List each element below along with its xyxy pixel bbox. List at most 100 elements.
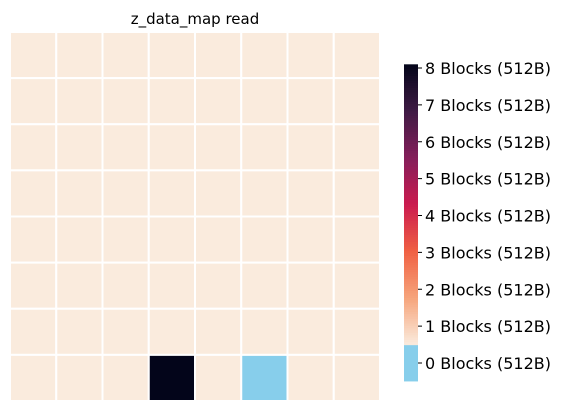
- colorbar-gradient-strip: [404, 318, 418, 322]
- colorbar-gradient-strip: [404, 311, 418, 315]
- heatmap-cell: [240, 169, 289, 218]
- colorbar-gradient-strip: [404, 106, 418, 110]
- colorbar-gradient-strip: [404, 304, 418, 308]
- heatmap-cell: [9, 261, 58, 310]
- colorbar-gradient-strip: [404, 75, 418, 79]
- heatmap-cell: [147, 169, 196, 218]
- heatmap-cell: [147, 215, 196, 264]
- heatmap-cell: [101, 123, 150, 172]
- colorbar-gradient-strip: [404, 80, 418, 84]
- colorbar-tick-label: 2 Blocks (512B): [425, 280, 551, 299]
- colorbar-gradient-strip: [404, 281, 418, 285]
- colorbar-gradient-strip: [404, 174, 418, 178]
- colorbar-gradient-strip: [404, 71, 418, 75]
- colorbar-gradient-strip: [404, 325, 418, 329]
- heatmap-cell: [332, 307, 381, 356]
- heatmap-cell: [55, 77, 104, 126]
- heatmap-cell: [332, 123, 381, 172]
- colorbar-gradient-strip: [404, 251, 418, 255]
- colorbar-tick-label: 0 Blocks (512B): [425, 354, 551, 373]
- colorbar-gradient-strip: [404, 183, 418, 187]
- colorbar-gradient-strip: [404, 330, 418, 334]
- heatmap-cell: [101, 215, 150, 264]
- heatmap-cell: [55, 261, 104, 310]
- colorbar-gradient-strip: [404, 188, 418, 192]
- colorbar-gradient-strip: [404, 323, 418, 327]
- colorbar-gradient-strip: [404, 274, 418, 278]
- colorbar-gradient-strip: [404, 104, 418, 107]
- colorbar-gradient-strip: [404, 68, 418, 72]
- colorbar-gradient-strip: [404, 272, 418, 276]
- colorbar-gradient-strip: [404, 283, 418, 287]
- colorbar-gradient-strip: [404, 94, 418, 98]
- colorbar-gradient-strip: [404, 234, 418, 238]
- heatmap-cell: [9, 169, 58, 218]
- colorbar-gradient-strip: [404, 92, 418, 96]
- colorbar-gradient-strip: [404, 129, 418, 133]
- colorbar-gradient-strip: [404, 181, 418, 185]
- heatmap-cell: [147, 31, 196, 80]
- heatmap-cell: [147, 353, 196, 402]
- colorbar-gradient-strip: [404, 295, 418, 299]
- heatmap-cell: [147, 307, 196, 356]
- heatmap-cell: [147, 261, 196, 310]
- colorbar-gradient-strip: [404, 269, 418, 273]
- heatmap-cell: [240, 123, 289, 172]
- heatmap-cell: [240, 353, 289, 402]
- colorbar-gradient-strip: [404, 279, 418, 283]
- colorbar-gradient-strip: [404, 190, 418, 194]
- colorbar-gradient-strip: [404, 97, 418, 100]
- colorbar-gradient-strip: [404, 209, 418, 213]
- colorbar-gradient-strip: [404, 290, 418, 294]
- heatmap-cell: [240, 31, 289, 80]
- colorbar-gradient-strip: [404, 125, 418, 128]
- colorbar-gradient-strip: [404, 176, 418, 180]
- colorbar-gradient-strip: [404, 262, 418, 266]
- colorbar-gradient-strip: [404, 241, 418, 245]
- colorbar-gradient-strip: [404, 255, 418, 259]
- heatmap-cell: [286, 77, 335, 126]
- colorbar-gradient-strip: [404, 141, 418, 145]
- colorbar-gradient-strip: [404, 267, 418, 271]
- colorbar-gradient-strip: [404, 258, 418, 262]
- heatmap-cell: [101, 353, 150, 402]
- heatmap-cell: [55, 353, 104, 402]
- colorbar-gradient-strip: [404, 300, 418, 304]
- colorbar-gradient-strip: [404, 111, 418, 114]
- colorbar-gradient-strip: [404, 211, 418, 215]
- colorbar-gradient-strip: [404, 78, 418, 82]
- heatmap-cell: [101, 261, 150, 310]
- colorbar-gradient-strip: [404, 202, 418, 206]
- heatmap-cell: [9, 77, 58, 126]
- colorbar-gradient-strip: [404, 122, 418, 126]
- heatmap-cell: [55, 169, 104, 218]
- colorbar-gradient-strip: [404, 199, 418, 203]
- colorbar-gradient-strip: [404, 195, 418, 199]
- heatmap-cell: [9, 215, 58, 264]
- heatmap-cell: [286, 307, 335, 356]
- heatmap-cell: [55, 215, 104, 264]
- colorbar-gradient-strip: [404, 162, 418, 166]
- colorbar-gradient-strip: [404, 115, 418, 119]
- heatmap-cell: [101, 31, 150, 80]
- colorbar-gradient-strip: [404, 160, 418, 163]
- heatmap-cell: [101, 307, 150, 356]
- colorbar-gradient-strip: [404, 316, 418, 320]
- heatmap-cell: [286, 123, 335, 172]
- colorbar-gradient-strip: [404, 153, 418, 156]
- colorbar-gradient-strip: [404, 213, 418, 217]
- heatmap-cell: [194, 77, 243, 126]
- colorbar-tick-label: 1 Blocks (512B): [425, 317, 551, 336]
- heatmap-cell: [9, 307, 58, 356]
- heatmap-cell: [240, 77, 289, 126]
- colorbar-gradient-strip: [404, 197, 418, 201]
- heatmap-cells: [9, 31, 381, 402]
- colorbar-gradient-strip: [404, 276, 418, 280]
- colorbar-tick-label: 8 Blocks (512B): [425, 59, 551, 78]
- colorbar-tick-label: 4 Blocks (512B): [425, 207, 551, 226]
- heatmap-cell: [332, 77, 381, 126]
- colorbar-gradient-strip: [404, 192, 418, 196]
- colorbar-gradient-strip: [404, 73, 418, 77]
- heatmap-cell: [194, 215, 243, 264]
- heatmap-cell: [194, 31, 243, 80]
